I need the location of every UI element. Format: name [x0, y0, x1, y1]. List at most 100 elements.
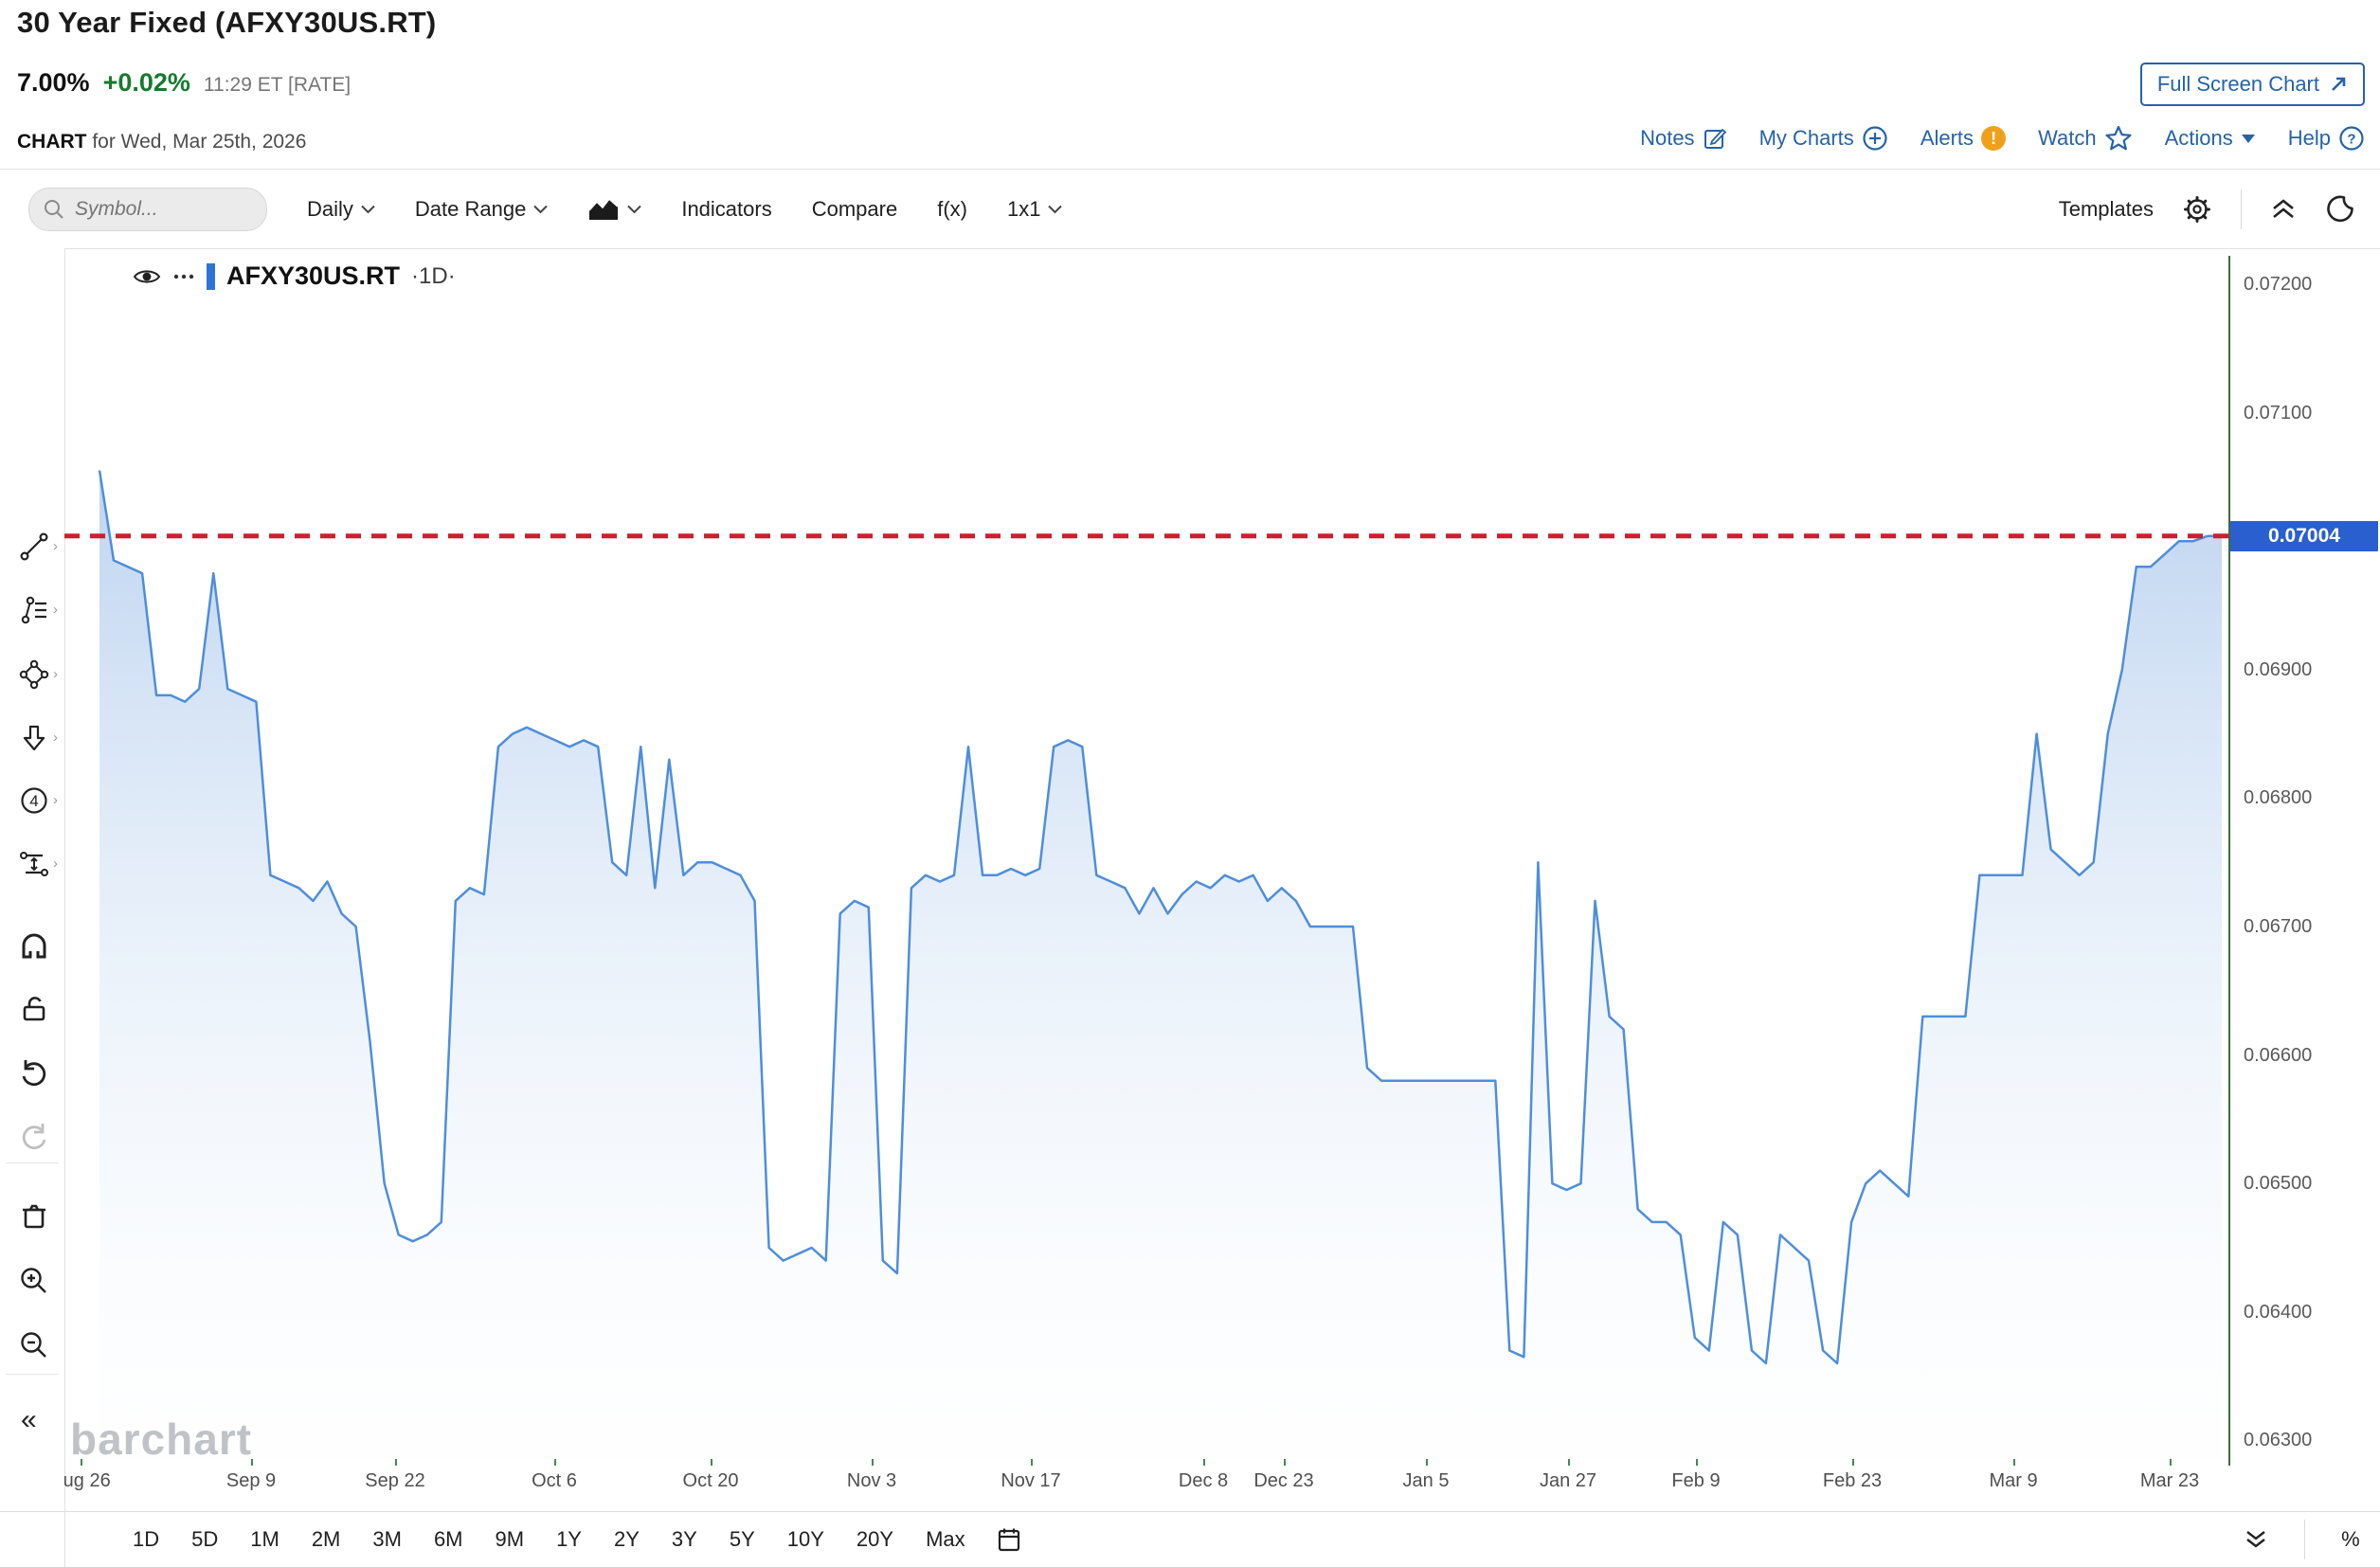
- compare-button[interactable]: Compare: [812, 197, 897, 222]
- sidebar-divider: [6, 1162, 59, 1163]
- x-axis-tick-mark: [1031, 1459, 1033, 1466]
- range-button-1d[interactable]: 1D: [133, 1527, 160, 1551]
- custom-date-calendar-icon[interactable]: [998, 1527, 1020, 1552]
- x-axis-tick-label: Dec 8: [1178, 1470, 1229, 1491]
- tool-expand-chevron[interactable]: ›: [53, 538, 58, 554]
- chart-plot-area[interactable]: [64, 256, 2228, 1459]
- shapes-tool-icon[interactable]: [18, 658, 50, 691]
- actions-link[interactable]: Actions: [2165, 126, 2256, 151]
- chevron-down-icon: [361, 205, 375, 213]
- help-link[interactable]: Help ?: [2288, 125, 2365, 152]
- tool-expand-chevron[interactable]: ›: [53, 666, 58, 682]
- drawing-tools-sidebar: › › › › 4 › ›: [0, 248, 65, 1567]
- range-button-5y[interactable]: 5Y: [729, 1527, 755, 1551]
- date-range-dropdown[interactable]: Date Range: [415, 197, 549, 222]
- x-axis-tick-mark: [2170, 1459, 2172, 1466]
- arrow-marker-tool-icon[interactable]: [18, 722, 50, 754]
- chart-date-line: CHART for Wed, Mar 25th, 2026: [17, 131, 306, 153]
- price-line: [98, 470, 2222, 1365]
- indicators-button[interactable]: Indicators: [681, 197, 771, 222]
- annotation-count-tool-icon[interactable]: 4: [18, 784, 50, 817]
- fibonacci-tool-icon[interactable]: [18, 594, 50, 626]
- watch-label: Watch: [2038, 126, 2097, 150]
- grid-layout-dropdown[interactable]: 1x1: [1007, 197, 1063, 222]
- svg-text:?: ?: [2347, 132, 2355, 148]
- full-screen-chart-button[interactable]: Full Screen Chart: [2139, 63, 2365, 106]
- x-axis-tick-label: Nov 3: [846, 1470, 897, 1491]
- x-axis-tick-label: Sep 22: [365, 1470, 425, 1491]
- alert-icon: !: [1981, 126, 2007, 151]
- percent-scale-toggle[interactable]: %: [2341, 1527, 2360, 1551]
- tool-expand-chevron[interactable]: ›: [53, 729, 58, 746]
- price-change: +0.02%: [102, 68, 190, 97]
- range-button-6m[interactable]: 6M: [433, 1527, 463, 1551]
- tool-expand-chevron[interactable]: ›: [53, 792, 58, 808]
- chart-type-dropdown[interactable]: [587, 197, 642, 222]
- x-axis-tick-mark: [251, 1459, 253, 1466]
- delete-drawings-icon[interactable]: [18, 1200, 50, 1233]
- chevron-down-icon: [1048, 205, 1063, 213]
- period-dropdown[interactable]: Daily: [307, 197, 375, 222]
- fx-label: f(x): [937, 196, 967, 221]
- y-axis-tick-label: 0.06600: [2244, 1044, 2313, 1066]
- symbol-search-input[interactable]: [73, 196, 228, 222]
- measure-tool-icon[interactable]: [18, 848, 50, 880]
- dark-mode-moon-icon[interactable]: [2325, 194, 2355, 225]
- zoom-in-icon[interactable]: [18, 1265, 50, 1297]
- y-axis-tick-label: 0.06300: [2244, 1430, 2313, 1451]
- chart-for-date: for Wed, Mar 25th, 2026: [92, 131, 307, 153]
- range-button-1y[interactable]: 1Y: [556, 1527, 582, 1551]
- area-chart-type-icon: [588, 197, 619, 220]
- x-axis-tick-label: Oct 6: [532, 1470, 577, 1491]
- range-button-3m[interactable]: 3M: [372, 1527, 402, 1551]
- range-button-2m[interactable]: 2M: [311, 1527, 341, 1551]
- eye-visibility-icon[interactable]: [133, 266, 161, 287]
- my-charts-link[interactable]: My Charts: [1759, 125, 1888, 152]
- range-button-20y[interactable]: 20Y: [856, 1527, 894, 1551]
- range-button-9m[interactable]: 9M: [495, 1527, 525, 1551]
- notes-link[interactable]: Notes: [1640, 126, 1726, 151]
- range-button-1m[interactable]: 1M: [250, 1527, 279, 1551]
- range-button-max[interactable]: Max: [926, 1527, 965, 1551]
- y-axis-tick-label: 0.06500: [2244, 1173, 2313, 1195]
- chevron-down-icon: [533, 205, 549, 213]
- range-button-3y[interactable]: 3Y: [671, 1527, 697, 1551]
- symbol-search[interactable]: [28, 187, 267, 231]
- page-title: 30 Year Fixed (AFXY30US.RT): [17, 6, 437, 39]
- tool-expand-chevron[interactable]: ›: [53, 856, 58, 872]
- my-charts-label: My Charts: [1758, 126, 1854, 150]
- external-link-arrow-icon: [2332, 77, 2346, 91]
- range-button-2y[interactable]: 2Y: [613, 1527, 640, 1551]
- templates-label: Templates: [2058, 196, 2154, 221]
- collapse-toolbar-icon[interactable]: [2270, 197, 2297, 222]
- x-axis-tick-mark: [1568, 1459, 1570, 1466]
- price-area-chart: [64, 470, 2228, 1459]
- range-button-10y[interactable]: 10Y: [786, 1527, 824, 1551]
- collapse-sidebar-icon[interactable]: «: [21, 1404, 37, 1435]
- trend-line-tool-icon[interactable]: [18, 531, 50, 563]
- y-axis-tick-label: 0.06900: [2244, 658, 2313, 680]
- tool-expand-chevron[interactable]: ›: [53, 602, 58, 618]
- y-axis[interactable]: 0.07200 0.07100 0.06900 0.06800 0.06700 0.066…: [2228, 256, 2380, 1466]
- range-button-5d[interactable]: 5D: [191, 1527, 219, 1551]
- x-axis-tick-label: Feb 23: [1822, 1470, 1883, 1491]
- zoom-out-icon[interactable]: [18, 1329, 50, 1361]
- series-color-bar: [207, 262, 215, 290]
- lock-drawings-icon[interactable]: [18, 993, 50, 1025]
- alerts-link[interactable]: Alerts !: [1920, 126, 2007, 151]
- x-axis[interactable]: Aug 26 Sep 9 Sep 22 Oct 6 Oct 20 Nov 3 Nov 17 D…: [64, 1459, 2228, 1511]
- expand-ranges-icon[interactable]: [2244, 1528, 2268, 1551]
- magnet-mode-icon[interactable]: [18, 932, 50, 964]
- watch-link[interactable]: Watch: [2038, 125, 2133, 152]
- actions-label: Actions: [2164, 126, 2233, 150]
- undo-icon[interactable]: [18, 1056, 50, 1089]
- more-options-icon[interactable]: [172, 273, 195, 280]
- settings-gear-icon[interactable]: [2182, 194, 2212, 225]
- templates-button[interactable]: Templates: [2059, 197, 2154, 222]
- x-axis-tick-mark: [1426, 1459, 1428, 1466]
- axis-bottom-divider: [0, 1511, 2380, 1512]
- help-label: Help: [2287, 126, 2331, 150]
- fx-button[interactable]: f(x): [937, 197, 967, 222]
- y-axis-tick-label: 0.06400: [2244, 1301, 2313, 1323]
